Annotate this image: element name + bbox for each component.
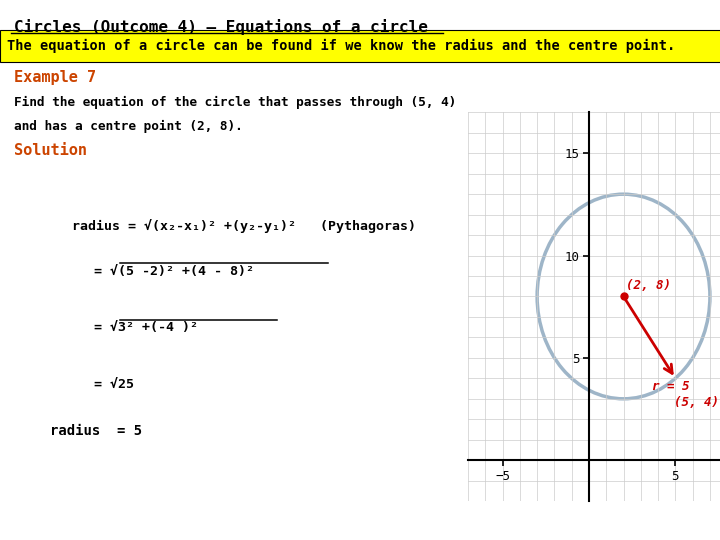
- Text: and has a centre point (2, 8).: and has a centre point (2, 8).: [14, 120, 243, 133]
- Text: (5, 4): (5, 4): [675, 396, 719, 409]
- Text: Circles (Outcome 4) – Equations of a circle: Circles (Outcome 4) – Equations of a cir…: [14, 19, 428, 35]
- Text: radius  = 5: radius = 5: [50, 424, 143, 438]
- Text: Example 7: Example 7: [14, 70, 96, 85]
- Text: = √3² +(-4 )²: = √3² +(-4 )²: [94, 321, 197, 334]
- Text: radius = √(x₂-x₁)² +(y₂-y₁)²   (Pythagoras): radius = √(x₂-x₁)² +(y₂-y₁)² (Pythagoras…: [72, 219, 416, 233]
- Text: (2, 8): (2, 8): [626, 279, 671, 292]
- Text: The equation of a circle can be found if we know the radius and the centre point: The equation of a circle can be found if…: [7, 39, 675, 53]
- FancyBboxPatch shape: [0, 30, 720, 62]
- Text: = √25: = √25: [94, 378, 134, 391]
- Text: r = 5: r = 5: [652, 380, 690, 393]
- Text: Solution: Solution: [14, 143, 87, 158]
- Text: = √(5 -2)² +(4 - 8)²: = √(5 -2)² +(4 - 8)²: [94, 265, 253, 278]
- Text: Find the equation of the circle that passes through (5, 4): Find the equation of the circle that pas…: [14, 96, 456, 109]
